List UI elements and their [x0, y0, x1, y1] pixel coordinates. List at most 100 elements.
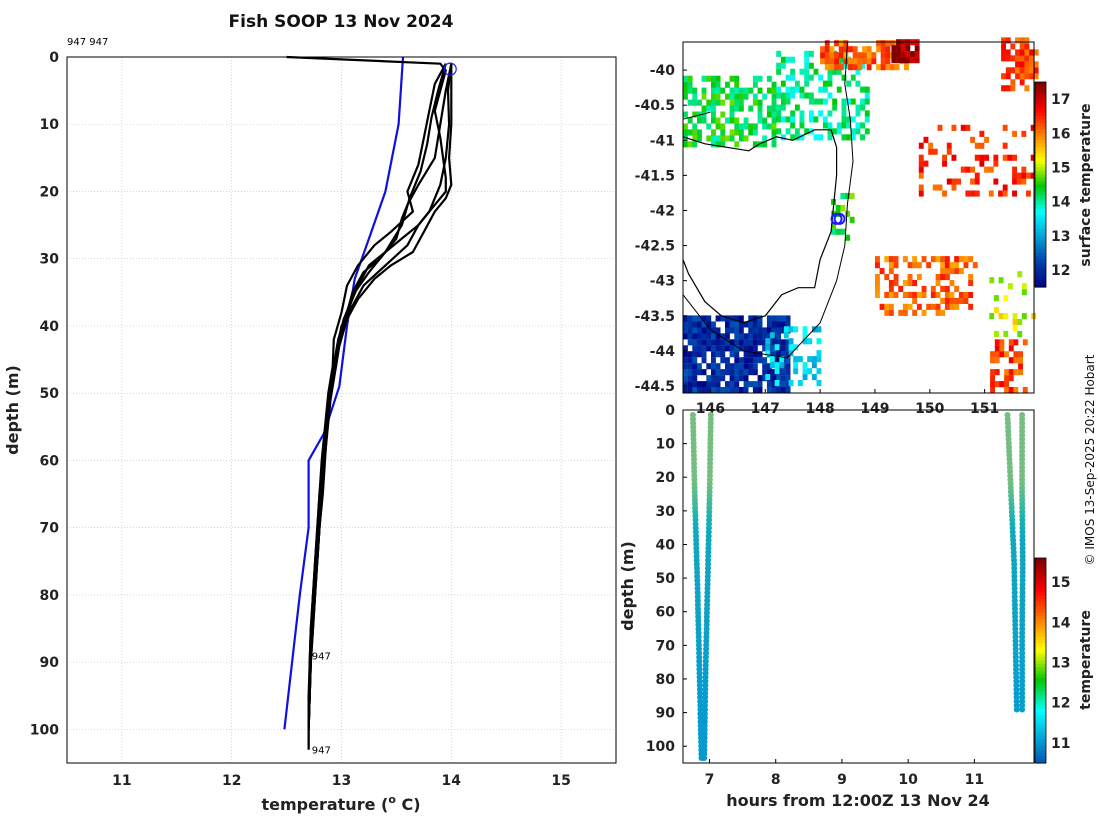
- temperature-colorbar-segment: [1035, 599, 1046, 604]
- sst-pixel: [701, 387, 707, 394]
- sst-pixel: [794, 128, 800, 135]
- sst-pixel: [725, 135, 730, 142]
- sst-pixel: [1024, 49, 1030, 56]
- sst-pixel: [930, 256, 936, 263]
- sst-pixel: [769, 332, 775, 339]
- sst-pixel: [790, 116, 796, 123]
- sst-pixel: [965, 190, 971, 197]
- sst-pixel: [734, 369, 740, 376]
- sst-pixel: [765, 374, 771, 381]
- sst-pixel: [729, 339, 735, 346]
- sst-pixel: [752, 387, 758, 394]
- sst-pixel: [1007, 283, 1013, 290]
- sst-pixel: [935, 303, 941, 310]
- sst-pixel: [720, 315, 726, 322]
- sst-pixel: [905, 57, 911, 64]
- sst-pixel: [802, 362, 808, 369]
- scatter-y-tick: 0: [665, 403, 675, 419]
- sst-pixel: [942, 190, 947, 197]
- sst-pixel: [944, 262, 950, 269]
- sst-pixel: [780, 327, 786, 334]
- sst-pixel: [940, 268, 946, 275]
- sst-pixel: [970, 178, 975, 185]
- sst-colorbar-segment: [1035, 194, 1046, 199]
- sst-pixel: [692, 111, 698, 118]
- sst-colorbar-segment: [1035, 167, 1046, 172]
- sst-pixel: [743, 123, 749, 130]
- scatter-y-tick: 10: [656, 437, 676, 453]
- sst-pixel: [1019, 37, 1025, 44]
- sst-pixel: [1022, 387, 1028, 394]
- sst-pixel: [757, 387, 763, 394]
- temperature-colorbar-segment: [1035, 640, 1046, 645]
- sst-pixel: [715, 375, 721, 382]
- sst-pixel: [725, 321, 730, 328]
- sst-pixel: [949, 291, 955, 298]
- sst-pixel: [797, 356, 803, 363]
- sst-pixel: [1002, 184, 1008, 191]
- sst-map-panel: -40 -40.5 -41 -41.5 -42 -42.5 -43 -43.5 -44 -44.5…: [635, 37, 1094, 417]
- sst-pixel: [738, 135, 744, 142]
- sst-colorbar-segment: [1035, 242, 1046, 247]
- sst-pixel: [932, 148, 938, 155]
- sst-pixel: [1024, 43, 1030, 50]
- sst-pixel: [893, 274, 899, 281]
- sst-pixel: [910, 51, 915, 58]
- sst-pixel: [785, 369, 791, 376]
- sst-pixel: [766, 387, 772, 394]
- temperature-colorbar-segment: [1035, 745, 1046, 750]
- sst-pixel: [838, 64, 844, 71]
- sst-pixel: [855, 68, 861, 75]
- sst-pixel: [687, 357, 693, 364]
- sst-colorbar-segment: [1035, 105, 1046, 110]
- sst-colorbar-segment: [1035, 164, 1046, 169]
- sst-pixel: [752, 123, 758, 130]
- sst-pixel: [1010, 67, 1016, 74]
- sst-pixel: [1019, 55, 1025, 62]
- sst-pixel: [804, 68, 810, 75]
- sst-pixel: [1001, 43, 1006, 50]
- cast-point: [1019, 682, 1026, 689]
- sst-pixel: [715, 75, 721, 82]
- sst-pixel: [752, 81, 758, 88]
- sst-pixel: [843, 40, 849, 47]
- sst-pixel: [811, 356, 817, 363]
- sst-pixel: [701, 87, 707, 94]
- sst-pixel: [788, 326, 794, 333]
- sst-pixel: [888, 256, 894, 263]
- sst-pixel: [776, 110, 782, 117]
- sst-pixel: [902, 303, 908, 310]
- sst-pixel: [864, 110, 870, 117]
- sst-pixel: [774, 362, 780, 369]
- sst-pixel: [734, 339, 740, 346]
- sst-pixel: [771, 381, 777, 388]
- sst-pixel: [836, 56, 842, 63]
- sst-pixel: [697, 327, 702, 334]
- sst-pixel: [734, 357, 740, 364]
- sst-pixel: [951, 124, 957, 131]
- sst-pixel: [743, 117, 749, 124]
- sst-pixel: [1008, 357, 1014, 364]
- sst-pixel: [891, 51, 897, 58]
- sst-pixel: [729, 369, 735, 376]
- sst-colorbar-segment: [1035, 153, 1046, 158]
- scatter-y-tick: 80: [656, 672, 676, 688]
- sst-pixel: [860, 86, 865, 93]
- profile-grid: [67, 56, 616, 763]
- cast-point: [1019, 444, 1026, 451]
- sst-colorbar-segment: [1035, 256, 1046, 261]
- sst-pixel: [748, 333, 754, 340]
- sst-pixel: [808, 98, 814, 105]
- sst-pixel: [910, 57, 915, 64]
- cast-point: [1019, 412, 1026, 418]
- sst-pixel: [841, 134, 847, 141]
- sst-pixel: [701, 381, 707, 388]
- profile-ticks: 11 12 13 14 15 0 10 20 30 40 50 60 70 80 90 100: [30, 50, 571, 789]
- sst-pixel: [1008, 369, 1014, 376]
- sst-pixel: [683, 363, 688, 370]
- sst-pixel: [743, 387, 749, 394]
- sst-pixel: [822, 86, 828, 93]
- sst-pixel: [988, 190, 994, 197]
- temperature-colorbar-tick: 15: [1051, 575, 1070, 591]
- sst-pixel: [875, 274, 880, 281]
